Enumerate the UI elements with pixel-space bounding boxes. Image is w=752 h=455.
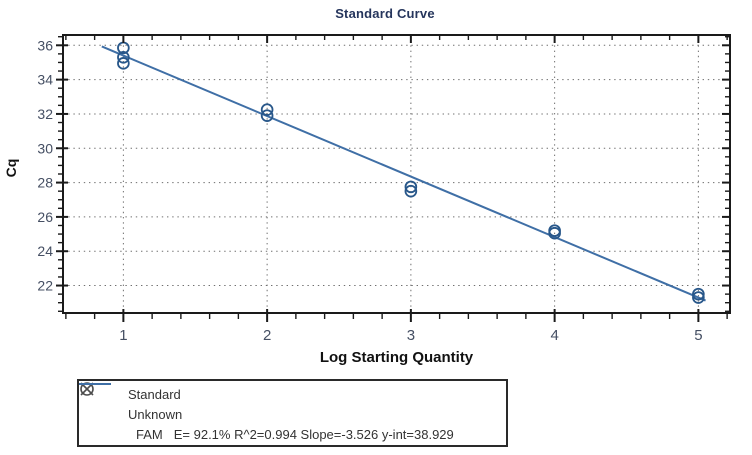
x-tick-label: 2 [263, 327, 271, 344]
y-tick-label: 24 [37, 243, 53, 259]
tick-marks [56, 35, 730, 322]
legend-fit-stats: E= 92.1% R^2=0.994 Slope=-3.526 y-int=38… [173, 426, 454, 442]
grid-lines [63, 35, 730, 313]
y-tick-label: 22 [37, 278, 53, 294]
standard-point [117, 57, 130, 70]
standard-point [692, 291, 705, 304]
y-tick-label: 28 [37, 175, 53, 191]
y-tick-label: 26 [37, 209, 53, 225]
regression-line [101, 45, 706, 302]
y-tick-label: 32 [37, 106, 53, 122]
x-tick-label: 5 [694, 327, 702, 344]
standard-point [404, 184, 418, 198]
standard-point [692, 287, 705, 301]
legend-row-unknown: Unknown [79, 382, 506, 424]
standard-point [548, 226, 561, 240]
x-tick-label: 4 [550, 327, 558, 344]
legend-label-fam: FAM [136, 426, 163, 442]
y-axis-title: Cq [3, 158, 19, 178]
legend-label-standard: Standard [128, 386, 181, 402]
chart-title: Standard Curve [335, 6, 435, 21]
legend-label-unknown: Unknown [128, 406, 183, 422]
standard-point [117, 51, 130, 64]
y-tick-label: 30 [37, 140, 53, 156]
legend-row-fam: FAM E= 92.1% R^2=0.994 Slope=-3.526 y-in… [79, 383, 506, 444]
standard-point [260, 103, 274, 116]
legend-box: Standard Unknown FAM E= 92.1% R^2=0.994 … [77, 379, 508, 447]
standard-point [404, 180, 418, 194]
plot-frame [62, 34, 731, 314]
legend-row-standard: Standard [79, 382, 506, 404]
x-tick-label: 3 [407, 327, 415, 344]
standard-point [260, 109, 274, 122]
y-tick-label: 34 [37, 72, 53, 88]
x-tick-label: 1 [119, 327, 127, 344]
y-tick-label: 36 [37, 37, 53, 53]
x-axis-title: Log Starting Quantity [319, 349, 474, 366]
data-points [117, 41, 705, 304]
